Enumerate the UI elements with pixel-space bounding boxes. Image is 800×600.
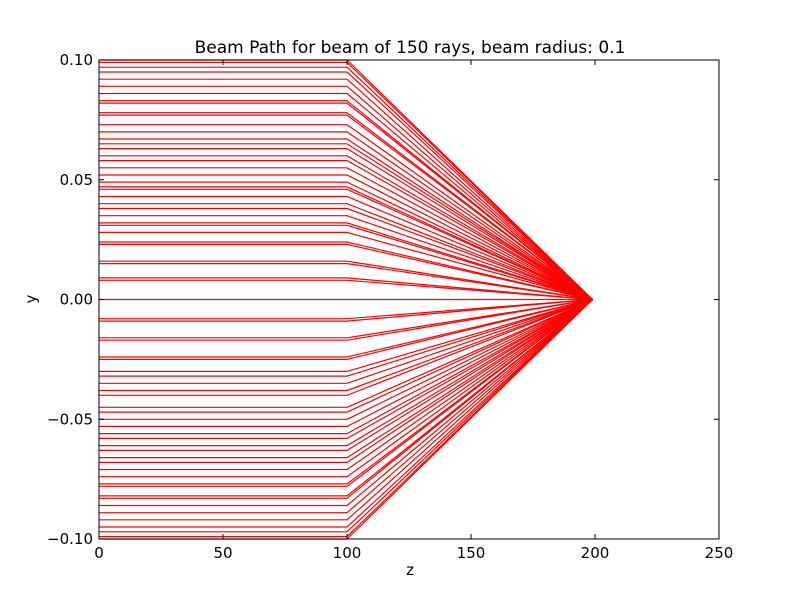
ray-line-63 [99, 299, 593, 499]
ray-line-4 [99, 78, 593, 300]
ray-line-45 [99, 298, 593, 384]
y-tick-label-4: −0.10 [47, 530, 93, 548]
ray-line-30 [99, 241, 593, 301]
ray-line-67 [99, 299, 593, 528]
x-axis-label: z [406, 561, 414, 579]
x-tick-label-5: 250 [705, 544, 734, 562]
ray-line-6 [99, 92, 593, 300]
ray-line-23 [99, 195, 593, 301]
y-tick-label-1: 0.05 [60, 171, 93, 189]
ray-line-12 [99, 131, 593, 300]
ray-line-46 [99, 298, 593, 392]
x-tick-label-4: 200 [581, 544, 610, 562]
ray-line-39 [99, 298, 593, 339]
ray-line-47 [99, 298, 593, 396]
ray-line-48 [99, 298, 593, 408]
ray-line-56 [99, 298, 593, 459]
ray-line-55 [99, 298, 593, 451]
ray-line-41 [99, 298, 593, 358]
chart-title: Beam Path for beam of 150 rays, beam rad… [195, 38, 626, 58]
ray-line-9 [99, 112, 593, 300]
ray-line-21 [99, 186, 593, 301]
ray-line-18 [99, 167, 593, 301]
ray-line-5 [99, 85, 593, 300]
ray-line-14 [99, 143, 593, 301]
ray-line-66 [99, 299, 593, 521]
ray-line-40 [99, 298, 593, 341]
ray-line-64 [99, 299, 593, 507]
y-tick-label-3: −0.05 [47, 410, 93, 428]
ray-line-37 [99, 298, 593, 320]
ray-line-16 [99, 155, 593, 301]
x-tick-label-1: 50 [213, 544, 232, 562]
ray-line-42 [99, 298, 593, 360]
ray-line-35 [99, 279, 593, 301]
y-tick-label-0: 0.10 [60, 51, 93, 69]
ray-line-53 [99, 298, 593, 439]
ray-line-13 [99, 138, 593, 301]
ray-line-32 [99, 260, 593, 301]
ray-line-3 [99, 71, 593, 300]
ray-line-2 [99, 66, 593, 300]
ray-line-38 [99, 298, 593, 322]
ray-line-54 [99, 298, 593, 447]
ray-line-24 [99, 203, 593, 301]
x-tick-label-2: 100 [333, 544, 362, 562]
ray-line-60 [99, 299, 593, 485]
ray-line-44 [99, 298, 593, 377]
y-axis-ticks: 0.10 0.05 0.00 −0.05 −0.10 [47, 51, 719, 548]
ray-line-8 [99, 102, 593, 300]
ray-line-15 [99, 148, 593, 301]
ray-line-26 [99, 215, 593, 301]
ray-line-20 [99, 181, 593, 301]
ray-line-27 [99, 222, 593, 301]
ray-line-25 [99, 207, 593, 301]
ray-line-49 [99, 298, 593, 413]
ray-line-57 [99, 299, 593, 463]
y-tick-label-2: 0.00 [60, 291, 93, 309]
ray-line-61 [99, 299, 593, 487]
y-axis-label: y [22, 294, 40, 303]
ray-line-19 [99, 174, 593, 301]
ray-line-43 [99, 298, 593, 372]
ray-line-33 [99, 263, 593, 301]
ray-line-58 [99, 299, 593, 471]
ray-line-11 [99, 124, 593, 300]
ray-line-34 [99, 277, 593, 301]
ray-line-59 [99, 299, 593, 478]
ray-line-7 [99, 100, 593, 300]
x-axis-ticks: 0 50 100 150 200 250 [94, 60, 733, 562]
ray-line-51 [99, 298, 593, 427]
ray-line-65 [99, 299, 593, 514]
ray-line-10 [99, 114, 593, 300]
x-tick-label-0: 0 [94, 544, 104, 562]
ray-line-50 [99, 298, 593, 420]
ray-line-28 [99, 224, 593, 301]
ray-line-17 [99, 160, 593, 301]
ray-line-62 [99, 299, 593, 497]
ray-line-22 [99, 188, 593, 301]
ray-line-31 [99, 243, 593, 301]
ray-line-52 [99, 298, 593, 435]
ray-line-29 [99, 231, 593, 301]
ray-line-68 [99, 299, 593, 533]
ray-series [99, 59, 593, 540]
x-tick-label-3: 150 [457, 544, 486, 562]
